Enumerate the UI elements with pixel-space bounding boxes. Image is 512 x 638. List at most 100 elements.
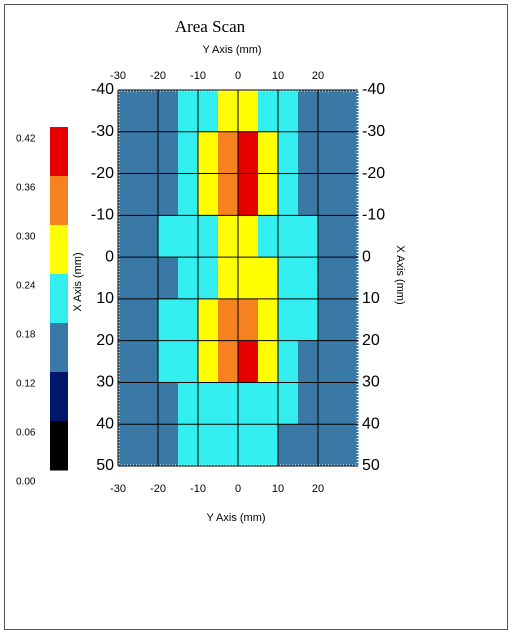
heat-cell: [338, 298, 359, 342]
y-tick-label-right: 40: [362, 415, 380, 432]
heat-cell: [138, 215, 159, 258]
heat-cell: [298, 215, 319, 258]
heat-cell: [118, 340, 139, 383]
heat-cell: [338, 382, 359, 425]
heat-cell: [178, 215, 199, 258]
colorbar-band: [50, 127, 68, 177]
heat-cell: [238, 90, 259, 133]
heat-cell: [178, 424, 199, 467]
heat-cell: [278, 382, 299, 425]
heat-cell: [178, 131, 199, 175]
heat-cell: [118, 131, 139, 175]
heat-cell: [298, 257, 319, 300]
heat-cell: [338, 215, 359, 258]
heat-cell: [318, 257, 339, 300]
y-tick-label-right: 30: [362, 374, 380, 391]
heat-cell: [218, 298, 239, 342]
heat-cell: [298, 424, 319, 467]
heat-cell: [238, 340, 259, 383]
heat-cell: [138, 257, 159, 300]
heat-cell: [178, 340, 199, 383]
heat-cell: [338, 173, 359, 216]
heat-cell: [138, 298, 159, 342]
heat-cell: [338, 424, 359, 467]
heat-cell: [338, 257, 359, 300]
heat-cell: [278, 257, 299, 300]
heat-cell: [138, 382, 159, 425]
heat-cell: [278, 424, 299, 467]
heat-cell: [118, 298, 139, 342]
y-tick-label-left: -10: [91, 207, 114, 224]
heat-cell: [238, 173, 259, 216]
heat-cell: [198, 215, 219, 258]
x-tick-label-top: -20: [150, 70, 166, 82]
heat-cell: [258, 257, 279, 300]
x-tick-label-top: 0: [235, 70, 241, 82]
heat-cell: [298, 131, 319, 175]
heat-cell: [318, 173, 339, 216]
heat-cell: [318, 382, 339, 425]
heat-cell: [298, 298, 319, 342]
y-tick-label-left: 10: [96, 290, 114, 307]
colorbar-tick-label: 0.24: [16, 281, 36, 292]
heat-cell: [138, 173, 159, 216]
heat-cell: [138, 424, 159, 467]
y-tick-label-left: 20: [96, 332, 114, 349]
heat-cell: [338, 131, 359, 175]
x-tick-label-top: 10: [272, 70, 284, 82]
heat-cell: [318, 215, 339, 258]
colorbar-band: [50, 225, 68, 275]
heat-cell: [138, 90, 159, 133]
y-tick-label-left: -30: [91, 123, 114, 140]
heat-cell: [158, 298, 179, 342]
x-tick-label-bottom: -30: [110, 483, 126, 495]
heat-cell: [318, 298, 339, 342]
heat-cell: [278, 90, 299, 133]
heat-cell: [198, 424, 219, 467]
heat-cell: [218, 131, 239, 175]
heat-cell: [138, 340, 159, 383]
colorbar-band: [50, 372, 68, 422]
heat-cell: [198, 382, 219, 425]
heat-cell: [158, 382, 179, 425]
heat-cell: [278, 215, 299, 258]
heat-cell: [178, 298, 199, 342]
heat-cell: [298, 173, 319, 216]
heat-cell: [178, 382, 199, 425]
heat-cell: [258, 340, 279, 383]
heat-cell: [158, 131, 179, 175]
heat-cell: [298, 90, 319, 133]
heat-cell: [138, 131, 159, 175]
heat-cell: [338, 90, 359, 133]
heat-cell: [258, 424, 279, 467]
y-tick-label-left: -40: [91, 81, 114, 98]
x-tick-label-bottom: 10: [272, 483, 284, 495]
heat-cell: [218, 173, 239, 216]
x-tick-label-top: 20: [312, 70, 324, 82]
heat-cell: [118, 382, 139, 425]
heat-cell: [318, 131, 339, 175]
y-axis-label-left: X Axis (mm): [72, 252, 84, 311]
heat-cell: [158, 215, 179, 258]
colorbar-tick-label: 0.42: [16, 134, 36, 145]
heat-cell: [198, 298, 219, 342]
heat-cell: [198, 173, 219, 216]
heat-cell: [118, 173, 139, 216]
y-tick-label-left: -20: [91, 165, 114, 182]
heat-cell: [238, 382, 259, 425]
heat-cell: [338, 340, 359, 383]
heat-cell: [178, 90, 199, 133]
heat-cell: [238, 131, 259, 175]
heat-cell: [238, 424, 259, 467]
x-tick-label-bottom: 0: [235, 483, 241, 495]
colorbar-tick-label: 0.00: [16, 477, 36, 488]
y-tick-label-right: -20: [362, 165, 385, 182]
y-axis-label-right: X Axis (mm): [394, 245, 406, 304]
heat-cell: [178, 257, 199, 300]
colorbar-tick-label: 0.36: [16, 183, 36, 194]
x-axis-label-top: Y Axis (mm): [202, 44, 261, 56]
y-tick-label-right: 50: [362, 457, 380, 474]
heat-cell: [258, 173, 279, 216]
x-tick-label-bottom: -20: [150, 483, 166, 495]
heat-cell: [198, 257, 219, 300]
